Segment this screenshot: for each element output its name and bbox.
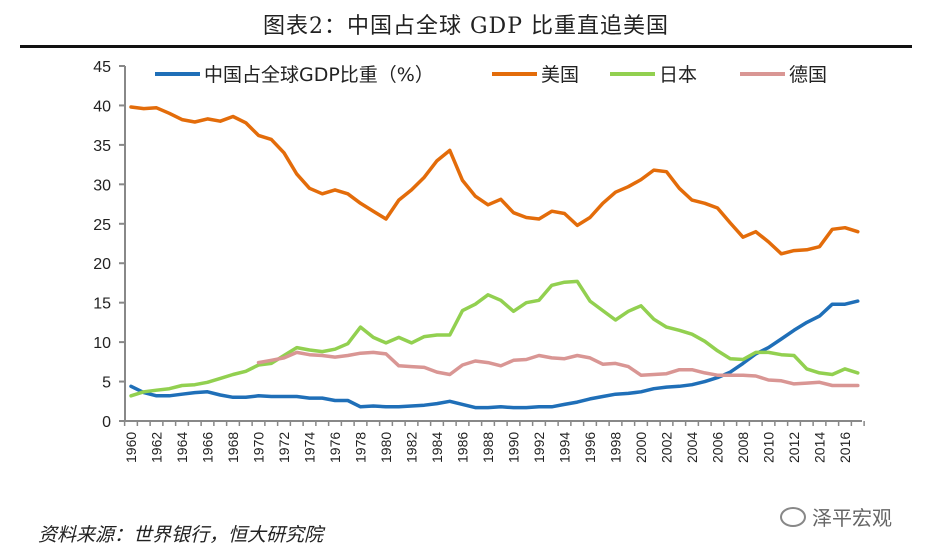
legend-label-2: 日本 [659,64,697,86]
x-tick-label: 2014 [812,432,828,463]
x-tick-label: 1972 [276,432,292,463]
legend-label-3: 德国 [789,64,827,86]
x-tick-label: 1974 [302,432,318,463]
y-tick-label: 30 [93,177,111,194]
x-tick-label: 1992 [531,432,547,463]
y-tick-label: 10 [93,335,111,352]
x-tick-label: 1962 [149,432,165,463]
y-tick-label: 15 [93,296,111,313]
x-tick-label: 2008 [735,432,751,463]
x-tick-label: 1976 [327,432,343,463]
wechat-icon [780,506,806,527]
y-tick-label: 20 [93,256,111,273]
x-tick-label: 2016 [837,432,853,463]
title-divider [20,45,912,48]
line-chart: 0 5 10 15 20 25 30 35 40 45 1960 1962 1964 1966 1968 19… [93,59,865,463]
x-tick-label: 1960 [123,432,139,463]
x-tick-label: 2004 [684,432,700,463]
x-tick-label: 1990 [506,432,522,463]
series-line-0 [129,299,860,410]
legend-label-0: 中国占全球GDP比重（%） [204,64,434,86]
x-tick-label: 2000 [633,432,649,463]
x-tick-label: 1988 [480,432,496,463]
series-line-1 [129,105,860,256]
y-tick-label: 25 [93,217,111,234]
x-tick-label: 1996 [582,432,598,463]
x-tick-label: 1966 [200,432,216,463]
page-title: 图表2：中国占全球 GDP 比重直追美国 [262,14,669,39]
series-line-3 [256,350,860,388]
x-tick-label: 2006 [710,432,726,463]
y-tick-label: 40 [93,98,111,115]
x-tick-label: 1994 [557,432,573,463]
y-tick-label: 45 [93,59,111,76]
x-tick-label: 1998 [608,432,624,463]
legend-label-1: 美国 [541,64,579,86]
x-tick-label: 1964 [174,432,190,463]
y-tick-label: 5 [102,375,111,392]
x-tick-label: 1986 [455,432,471,463]
watermark: 泽平宏观 [780,502,892,531]
x-tick-label: 1980 [378,432,394,463]
y-tick-label: 0 [102,414,111,431]
x-tick-label: 1982 [404,432,420,463]
source-note: 资料来源：世界银行，恒大研究院 [38,524,324,546]
x-tick-label: 1984 [429,432,445,463]
x-tick-label: 2002 [659,432,675,463]
x-tick-label: 1968 [225,432,241,463]
x-tick-label: 2010 [761,432,777,463]
x-tick-label: 1970 [251,432,267,463]
series-line-2 [129,279,860,398]
watermark-text: 泽平宏观 [812,506,892,530]
x-tick-label: 1978 [353,432,369,463]
y-tick-label: 35 [93,138,111,155]
x-tick-label: 2012 [786,432,802,463]
